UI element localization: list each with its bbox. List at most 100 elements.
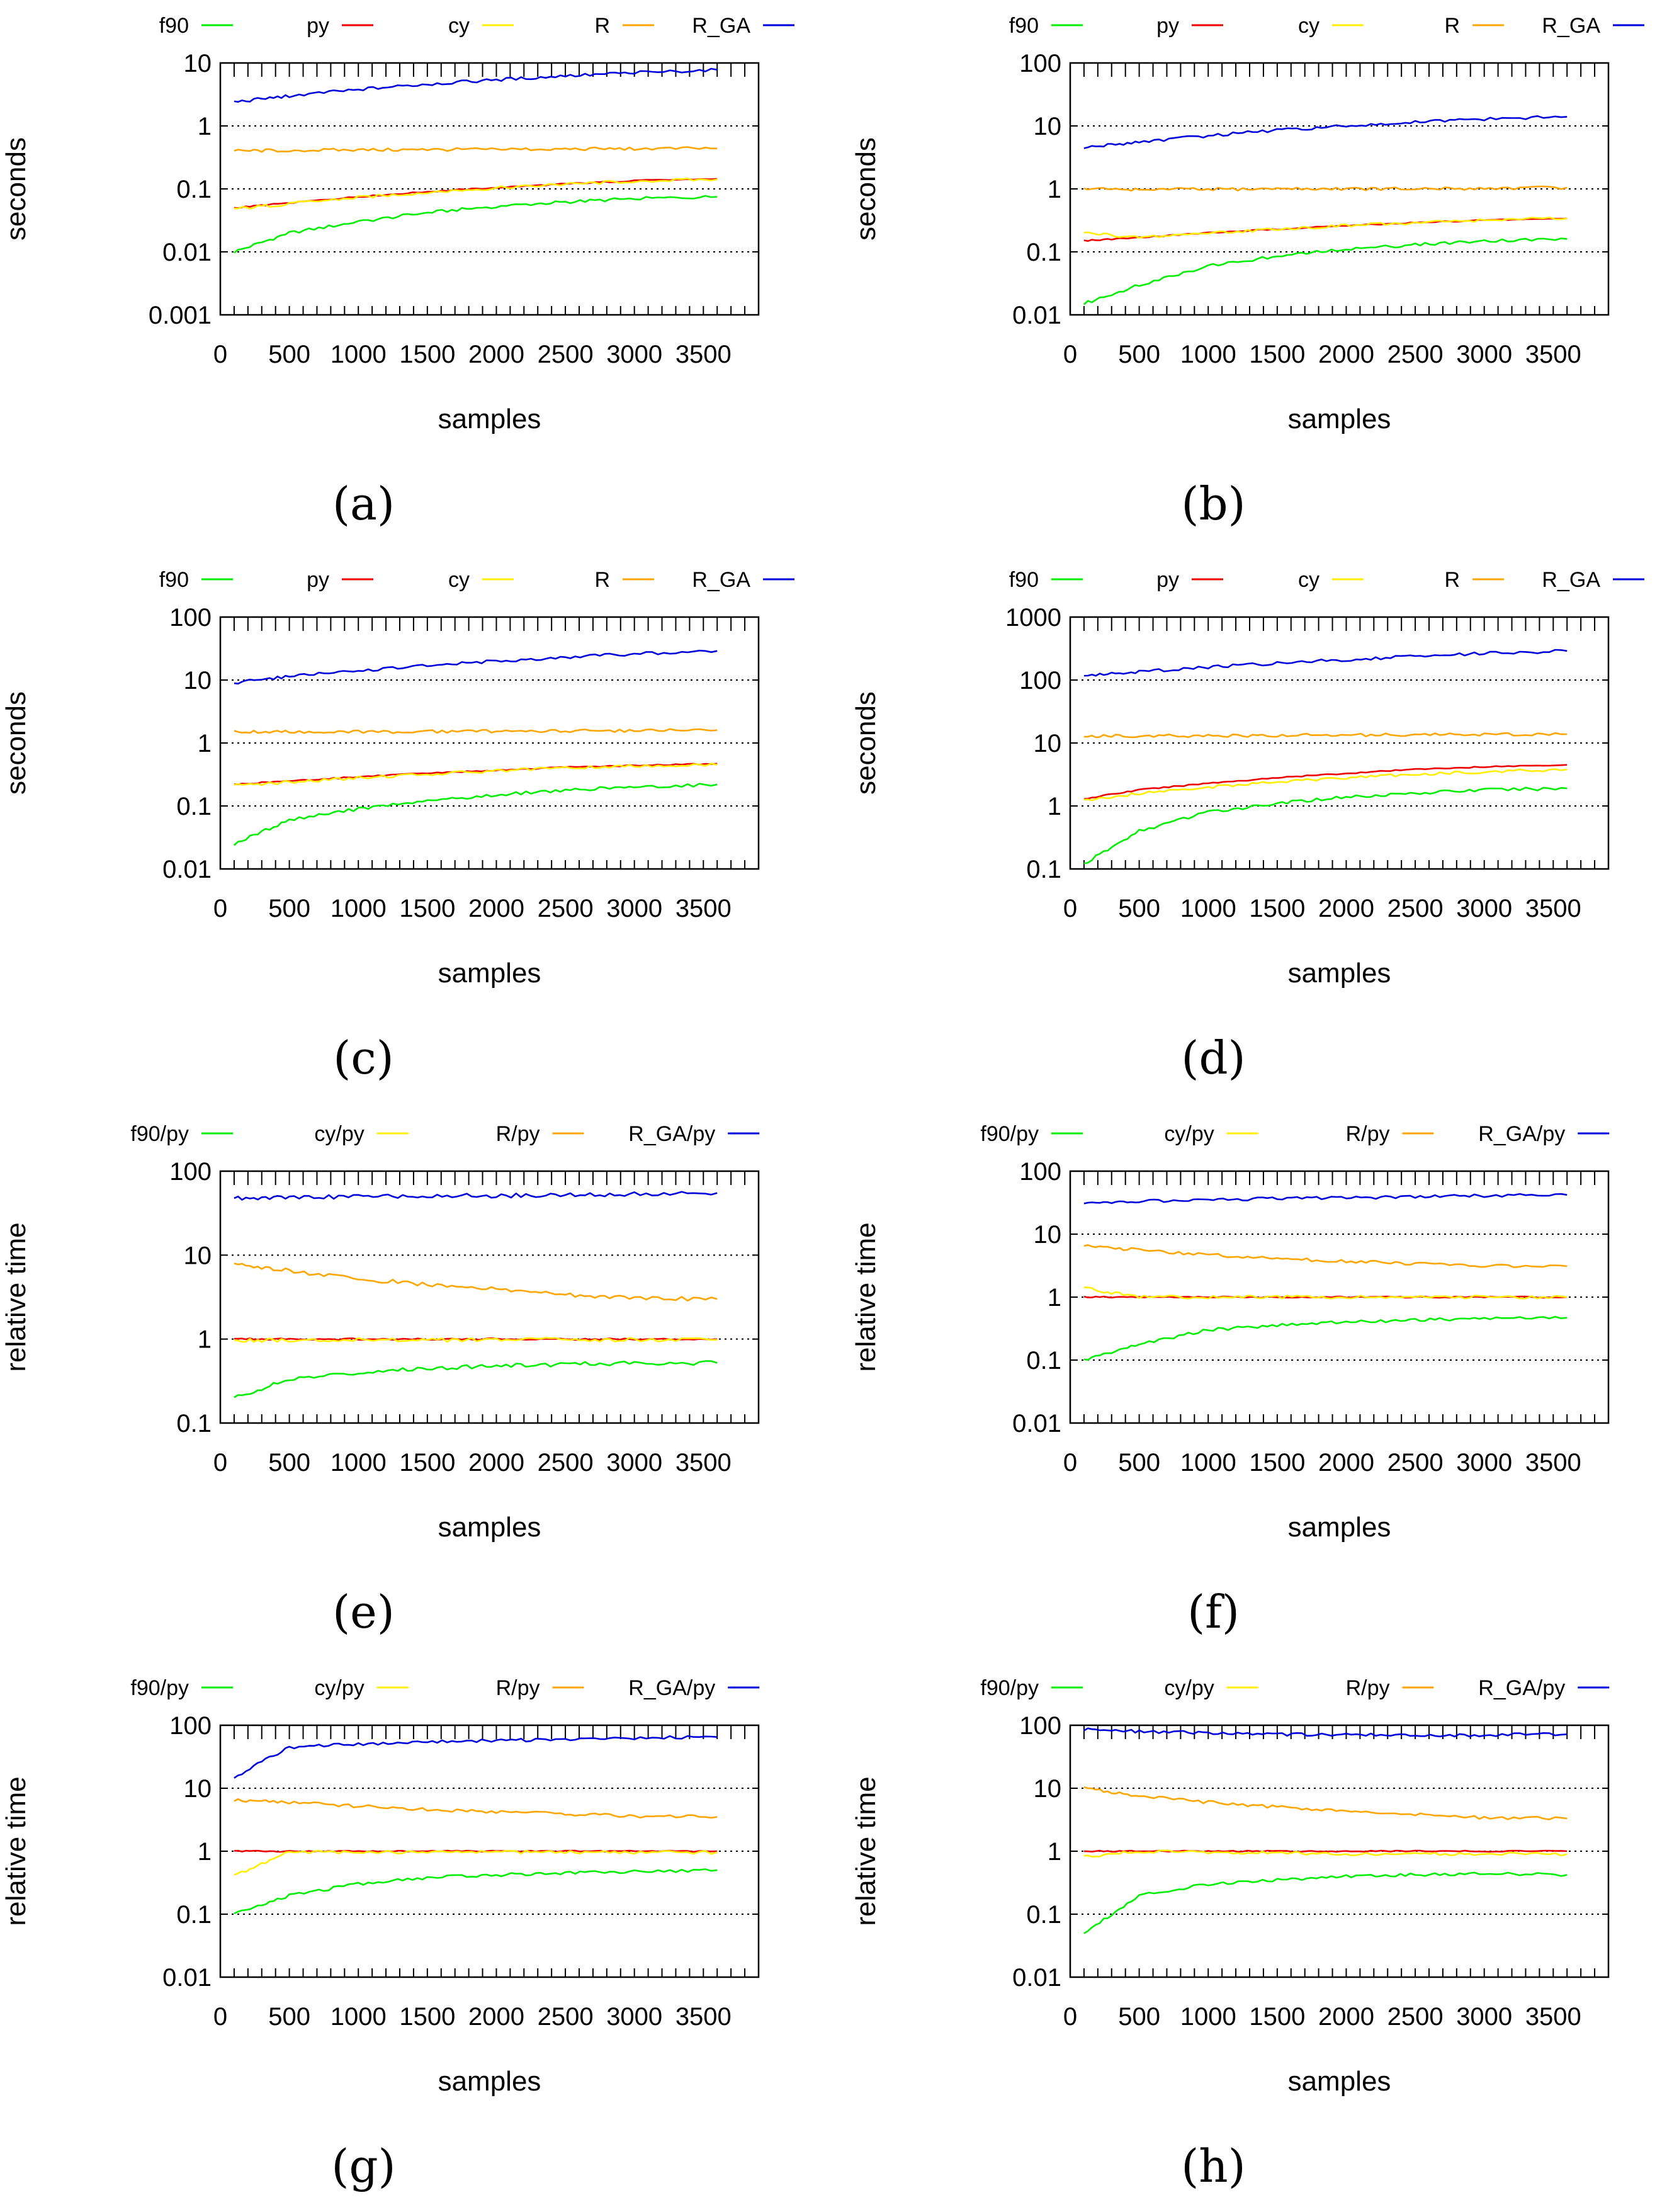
panel-g-legend-label: R/py	[496, 1676, 540, 1700]
panel-f-xtick-label: 1000	[1180, 1449, 1236, 1477]
panel-f-xtick-label: 1500	[1249, 1449, 1305, 1477]
panel-g-ytick-label: 0.01	[162, 1964, 212, 1992]
panel-c-xtick-label: 500	[268, 895, 310, 922]
panel-h-xtick-label: 3500	[1525, 2003, 1581, 2031]
panel-b-xtick-label: 3500	[1525, 341, 1581, 368]
panel-a-legend-label: R	[594, 14, 610, 38]
panel-g-series-r-ga-py	[234, 1735, 718, 1779]
panel-e-xtick-label: 2500	[538, 1449, 594, 1477]
panel-e-series-r-py	[234, 1262, 718, 1302]
panel-b-ylabel: seconds	[850, 137, 881, 241]
panel-h-legend-label: R/py	[1346, 1676, 1390, 1700]
panel-b-series-r-ga	[1083, 115, 1568, 149]
panel-f-series-r-py	[1083, 1244, 1568, 1268]
panel-b-ytick-label: 10	[1034, 113, 1062, 140]
panel-g-series-cy-py	[234, 1849, 718, 1876]
panel-d-xtick-label: 1000	[1180, 895, 1236, 922]
panel-e-ytick-label: 1	[198, 1326, 212, 1354]
panel-b-xtick-label: 0	[1063, 341, 1077, 368]
panel-f-ytick-label: 0.01	[1012, 1410, 1061, 1438]
panel-g-caption: (g)	[331, 2140, 395, 2192]
panel-c-ytick-label: 0.1	[176, 793, 212, 820]
panel-a: 0.001 0.01 0.1 1 10 0 500 1000 1500 2000 2500 3000 3…	[1, 14, 794, 530]
panel-d-legend-label: R_GA	[1542, 568, 1600, 592]
panel-c-xtick-label: 1500	[399, 895, 455, 922]
panel-h-xtick-label: 2000	[1318, 2003, 1374, 2031]
panel-c-caption: (c)	[333, 1031, 394, 1084]
panel-c-ytick-label: 0.01	[162, 856, 212, 883]
panel-d-xlabel: samples	[1288, 958, 1391, 989]
panel-f-xtick-label: 3000	[1456, 1449, 1512, 1477]
panel-g-legend-label: R_GA/py	[628, 1676, 715, 1700]
panel-h-xtick-label: 2500	[1387, 2003, 1444, 2031]
panel-f-xlabel: samples	[1288, 1512, 1391, 1543]
panel-e-xtick-label: 2000	[468, 1449, 524, 1477]
panel-g-series-f90-py	[234, 1868, 718, 1915]
panel-a-ytick-label: 0.1	[176, 176, 212, 203]
panel-a-xtick-label: 2500	[538, 341, 594, 368]
panel-b-xtick-label: 2000	[1318, 341, 1374, 368]
panel-e-ylabel: relative time	[1, 1222, 31, 1371]
panel-b-series-cy	[1083, 217, 1568, 239]
panel-a-ytick-label: 10	[184, 50, 212, 77]
panel-d-ytick-label: 1000	[1005, 604, 1061, 632]
panel-h-caption: (h)	[1181, 2140, 1246, 2192]
panel-c-series-r	[234, 728, 718, 734]
panel-g-xlabel: samples	[438, 2066, 541, 2097]
panel-b-ytick-label: 1	[1048, 176, 1061, 203]
panel-g-ytick-label: 1	[198, 1838, 212, 1866]
panel-a-series-r	[234, 146, 718, 153]
panel-d-ytick-label: 100	[1019, 667, 1061, 695]
panel-h-ytick-label: 0.01	[1012, 1964, 1061, 1992]
panel-a-series-f90	[234, 195, 718, 254]
panel-h-ytick-label: 1	[1048, 1838, 1061, 1866]
panel-d-xtick-label: 3500	[1525, 895, 1581, 922]
panel-a-legend-label: py	[307, 14, 329, 38]
panel-c-xlabel: samples	[438, 958, 541, 989]
panel-e-xtick-label: 3000	[606, 1449, 662, 1477]
panel-a-series-r-ga	[234, 67, 718, 103]
panel-a-xtick-label: 500	[268, 341, 310, 368]
panel-a-xlabel: samples	[438, 404, 541, 434]
panel-d-xtick-label: 2000	[1318, 895, 1374, 922]
panel-c-legend-label: f90	[159, 568, 189, 592]
panel-e-xtick-label: 1000	[331, 1449, 387, 1477]
panel-f-ytick-label: 0.1	[1026, 1347, 1061, 1375]
panel-f-legend-label: f90/py	[980, 1122, 1039, 1146]
panel-d: 0.1 1 10 100 1000 0 500 1000 1500 2000 2500 3000 350…	[850, 568, 1644, 1084]
panel-d-xtick-label: 1500	[1249, 895, 1305, 922]
panel-b-series-f90	[1083, 237, 1568, 305]
panel-d-legend-label: f90	[1009, 568, 1039, 592]
panel-h-xlabel: samples	[1288, 2066, 1391, 2097]
panel-f-legend-label: R_GA/py	[1478, 1122, 1565, 1146]
panel-e-ytick-label: 100	[169, 1158, 212, 1186]
panel-b-ytick-label: 0.01	[1012, 302, 1061, 329]
panel-g-series-r-py	[234, 1798, 718, 1819]
panel-a-caption: (a)	[332, 477, 395, 530]
panel-e-series-r-ga-py	[234, 1191, 718, 1201]
panel-b-ytick-label: 100	[1019, 50, 1061, 77]
panel-b-series-r	[1083, 185, 1568, 192]
panel-g-xtick-label: 0	[213, 2003, 227, 2031]
panel-a-ytick-label: 1	[198, 113, 212, 140]
panel-f-xtick-label: 500	[1118, 1449, 1160, 1477]
panel-d-ytick-label: 10	[1034, 730, 1062, 757]
panel-d-legend-label: py	[1156, 568, 1179, 592]
panel-c-series-f90	[234, 783, 718, 846]
panel-b-series-py	[1083, 217, 1568, 242]
panel-h-xtick-label: 0	[1063, 2003, 1077, 2031]
panel-h-legend-label: f90/py	[980, 1676, 1039, 1700]
panel-e-series-f90-py	[234, 1360, 718, 1398]
panel-b-xtick-label: 1500	[1249, 341, 1305, 368]
panel-f-series-cy-py	[1083, 1286, 1568, 1300]
panel-g-xtick-label: 3500	[675, 2003, 732, 2031]
panel-f-xtick-label: 3500	[1525, 1449, 1581, 1477]
panel-f-series-r-ga-py	[1083, 1193, 1568, 1205]
panel-f-xtick-label: 2000	[1318, 1449, 1374, 1477]
panel-e-series-cy-py	[234, 1337, 718, 1343]
panel-e-xlabel: samples	[438, 1512, 541, 1543]
